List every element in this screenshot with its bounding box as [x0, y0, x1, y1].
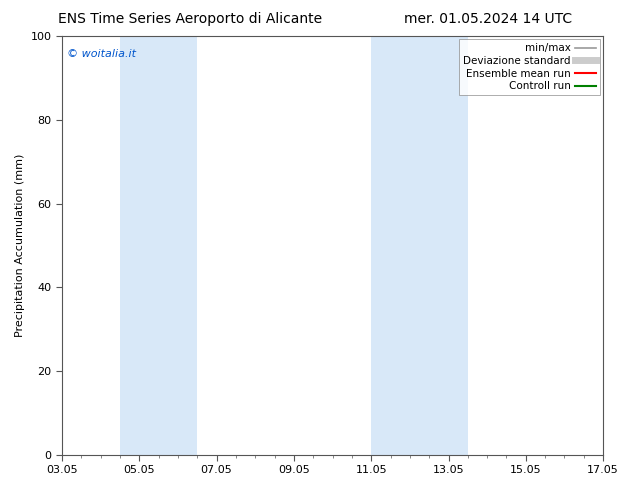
Text: mer. 01.05.2024 14 UTC: mer. 01.05.2024 14 UTC	[404, 12, 573, 26]
Y-axis label: Precipitation Accumulation (mm): Precipitation Accumulation (mm)	[15, 154, 25, 337]
Text: ENS Time Series Aeroporto di Alicante: ENS Time Series Aeroporto di Alicante	[58, 12, 322, 26]
Legend: min/max, Deviazione standard, Ensemble mean run, Controll run: min/max, Deviazione standard, Ensemble m…	[459, 39, 600, 96]
Bar	[120, 36, 197, 455]
Text: © woitalia.it: © woitalia.it	[67, 49, 136, 59]
Bar	[371, 36, 468, 455]
